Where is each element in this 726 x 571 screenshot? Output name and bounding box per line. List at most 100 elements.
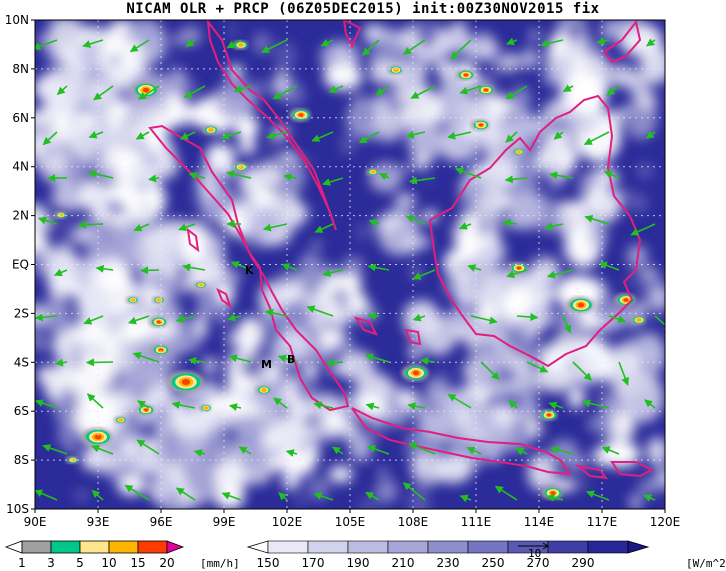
cloud-blob: [453, 279, 477, 308]
coastline: [216, 287, 232, 309]
cloud-blob: [412, 156, 430, 170]
cloud-blob: [302, 363, 319, 377]
wind-vector: [402, 39, 426, 55]
cloud-blob: [35, 247, 47, 277]
wind-vector: [367, 311, 380, 320]
wind-vector: [332, 446, 344, 455]
cloud-blob: [45, 216, 69, 230]
cloud-blob: [195, 318, 209, 338]
precip-cell: [54, 211, 66, 219]
wind-vector: [136, 439, 160, 455]
cloud-blob: [330, 288, 352, 306]
cloud-blob: [596, 391, 618, 403]
cloud-blob: [421, 210, 439, 223]
wind-vector: [148, 174, 160, 183]
cloud-blob: [342, 256, 364, 273]
wind-vector: [283, 173, 298, 182]
cloud-blob: [494, 366, 518, 385]
cloud-blob: [407, 118, 443, 163]
cloud-blob: [234, 115, 259, 141]
cloud-blob: [206, 491, 220, 502]
wind-vector: [450, 39, 472, 60]
lat-label: 4N: [12, 160, 29, 174]
site-label-k: K: [245, 264, 254, 277]
cloud-blob: [81, 448, 104, 471]
cloud-blob: [475, 212, 495, 238]
wind-vector: [78, 220, 104, 229]
cloud-blob: [167, 253, 182, 262]
cloud-blob: [99, 165, 117, 181]
cloud-blob: [396, 390, 412, 401]
cloud-blob: [183, 433, 206, 461]
wind-vector: [93, 85, 114, 101]
cloud-blob: [636, 89, 658, 111]
cloud-blob: [297, 495, 305, 506]
wind-vector: [375, 85, 390, 96]
precip-colorbar: 1 3 5 10 15 20 [mm/h]: [4, 540, 240, 570]
cloud-blob: [476, 243, 504, 266]
wind-vector: [506, 37, 518, 46]
cloud-blob: [553, 335, 572, 350]
lon-label: 99E: [213, 515, 236, 529]
cloud-blob: [48, 20, 64, 27]
cloud-blob: [624, 337, 638, 350]
wind-vector: [506, 269, 528, 279]
wind-vector: [643, 494, 656, 502]
wind-vector: [171, 401, 196, 409]
cloud-blob: [76, 113, 95, 129]
cloud-blob: [157, 106, 167, 113]
cloud-blob: [64, 438, 80, 457]
cloud-blob: [519, 399, 540, 423]
cloud-blob: [621, 371, 664, 423]
wind-vector: [175, 315, 196, 323]
wind-vector: [601, 446, 620, 455]
cloud-blob: [179, 25, 202, 46]
wind-vector: [654, 315, 665, 331]
cloud-blob: [449, 21, 468, 40]
cloud-blob: [206, 427, 214, 434]
precip-colorbar-left-cap: [4, 540, 23, 554]
olr-colorbar-left-cap: [246, 540, 269, 554]
olr-colorbar-label: 190: [347, 556, 370, 570]
cloud-blob: [165, 332, 186, 358]
wind-vector: [603, 170, 620, 179]
wind-vector: [515, 447, 528, 456]
precip-colorbar-label: 5: [76, 556, 84, 570]
cloud-blob: [448, 152, 458, 159]
wind-vector: [278, 492, 288, 501]
cloud-blob: [335, 46, 348, 63]
cloud-blob: [654, 466, 665, 490]
cloud-blob: [241, 356, 263, 379]
wind-vector: [596, 37, 610, 45]
wind-vector: [137, 400, 150, 409]
wind-vector: [95, 264, 114, 273]
precip-cell: [114, 416, 126, 424]
cloud-blob: [169, 104, 194, 128]
precip-cell: [630, 315, 646, 325]
wind-vector: [313, 401, 334, 410]
coastline: [353, 316, 378, 336]
wind-vector: [35, 399, 58, 409]
cloud-blob: [629, 493, 642, 509]
cloud-blob: [639, 44, 665, 85]
wind-vector: [227, 313, 242, 322]
lon-label: 93E: [87, 515, 110, 529]
wind-vector: [238, 446, 252, 455]
wind-vector: [546, 493, 564, 502]
precipitation-layer: [54, 40, 646, 500]
wind-vector: [494, 485, 518, 501]
cloud-blob: [195, 430, 233, 466]
precip-cell: [401, 364, 429, 382]
wind-vector: [193, 449, 206, 457]
cloud-blob: [224, 332, 243, 346]
cloud-blob: [113, 394, 136, 410]
precip-cell: [476, 84, 494, 96]
wind-vector: [230, 261, 252, 271]
wind-vector: [550, 446, 574, 455]
cloud-blob: [57, 238, 73, 249]
wind-vector: [278, 354, 298, 363]
cloud-blob: [183, 396, 198, 412]
cloud-blob: [592, 61, 605, 75]
map-title: NICAM OLR + PRCP (06Z05DEC2015) init:00Z…: [126, 1, 600, 17]
wind-vector: [326, 358, 344, 367]
